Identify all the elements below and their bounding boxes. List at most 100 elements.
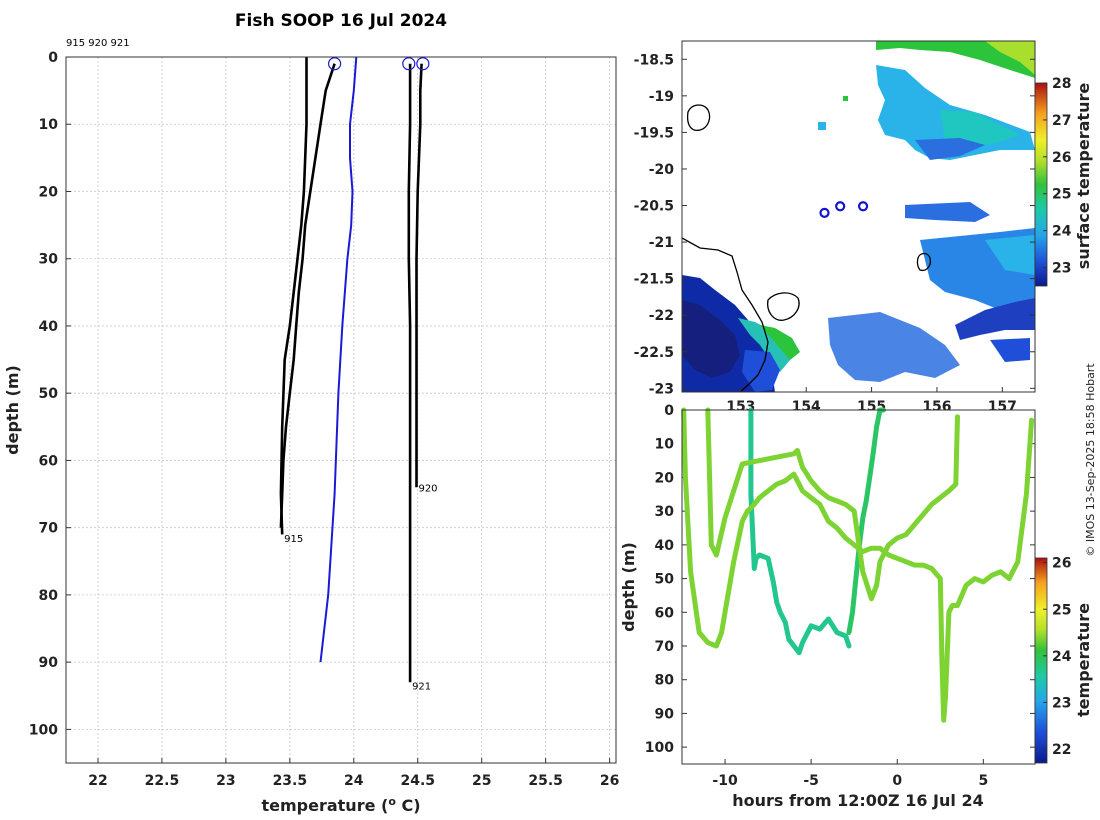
time-depth-y-ticks: 0 10 20 30 40 50 60 70 80 90 100 [645,403,1035,756]
profile-end-label: 921 [412,682,431,693]
profile-ids-note: 915 920 921 [66,38,130,49]
profile-x-tick-label: 25 [472,773,491,789]
sst-map: -18.5 -19 -19.5 -20 -20.5 -21 -21.5 -22 -22.5 -23… [634,40,1093,415]
map-station-915 [857,201,869,212]
profile-y-tick-label: 30 [39,252,59,268]
profile-y-tick-label: 0 [48,50,58,66]
map-station-921 [819,207,830,218]
profile-x-tick-label: 23 [216,773,235,789]
profile-surface-marker [402,57,416,71]
time-depth-y-tick-label: 10 [655,437,675,453]
time-depth-y-tick-label: 20 [655,470,675,486]
map-station-920 [835,201,846,212]
time-depth-y-tick-label: 100 [645,740,674,756]
map-y-tick-label: -22 [649,308,674,324]
map-colorbar-tick-label: 27 [1052,113,1071,129]
temperature-colorbar-tick-label: 24 [1052,649,1072,665]
time-depth-y-tick-label: 70 [655,639,675,655]
map-y-ticks: -18.5 -19 -19.5 -20 -20.5 -21 -21.5 -22 -22.5 -23 [634,52,1035,397]
time-depth-track-920 [846,407,886,635]
profile-x-tick-label: 26 [600,773,619,789]
profile-x-tick-label: 22.5 [145,773,180,789]
map-colorbar-label: surface temperature [1074,83,1093,270]
profile-series [279,56,430,683]
time-depth-y-tick-label: 80 [655,673,675,689]
profile-x-tick-label: 25.5 [528,773,563,789]
profile-y-tick-label: 60 [39,453,59,469]
profile-series-915 [279,63,336,528]
profile-y-ticks: 0 10 20 30 40 50 60 70 80 90 100 [29,50,71,738]
credit-text: © IMOS 13-Sep-2025 18:58 Hobart [1084,363,1097,557]
profile-surface-marker [416,57,430,71]
temperature-colorbar [1034,557,1048,764]
profile-series-915-down [279,57,308,535]
map-colorbar-ticks: 23 24 25 26 27 28 [1043,76,1072,277]
time-depth-x-tick-label: -5 [803,773,819,789]
map-y-tick-label: -19 [649,89,674,105]
profile-end-label: 915 [284,534,303,545]
profile-y-tick-label: 40 [39,319,59,335]
time-depth-x-tick-label: 5 [978,773,988,789]
time-depth-x-label: hours from 12:00Z 16 Jul 24 [732,791,983,810]
profile-series-climatology [319,56,358,663]
profile-x-tick-label: 23.5 [273,773,308,789]
time-depth-y-tick-label: 40 [655,538,675,554]
profile-x-tick-label: 24.5 [400,773,435,789]
time-depth-y-tick-label: 60 [655,605,675,621]
time-depth-area [682,410,1035,764]
map-colorbar-tick-label: 24 [1052,224,1072,240]
time-depth-y-label: depth (m) [619,542,638,632]
profile-y-tick-label: 70 [39,521,59,537]
profile-surface-marker [328,57,342,71]
profile-series-921 [407,63,412,683]
map-y-tick-label: -20 [649,162,675,178]
time-depth-x-ticks: -10 -5 0 5 [712,759,988,789]
profile-series-920 [415,63,423,488]
time-depth-track-921-leg [705,407,960,602]
chart-title: Fish SOOP 16 Jul 2024 [235,11,447,31]
map-y-tick-label: -22.5 [634,345,674,361]
temperature-colorbar-ticks: 22 23 24 25 26 [1043,556,1072,758]
profile-plot: Fish SOOP 16 Jul 2024 915 920 921 22 22.5… [3,11,619,815]
time-depth-x-tick-label: -10 [712,773,738,789]
map-colorbar-tick-label: 28 [1052,76,1071,92]
map-coastline [682,104,932,392]
profile-y-tick-label: 10 [39,117,59,133]
time-depth-plot: 0 10 20 30 40 50 60 70 80 90 100 -10 -5 0 5 hours fro… [619,403,1093,810]
temperature-colorbar-tick-label: 22 [1052,742,1071,758]
time-depth-track-915 [748,407,852,656]
profile-x-tick-label: 22 [88,773,107,789]
profile-y-tick-label: 100 [29,722,58,738]
profile-end-labels: 915 920 921 [284,483,437,692]
profile-frame [65,56,617,764]
map-colorbar [1034,82,1048,287]
map-stations [819,201,869,218]
profile-end-label: 920 [418,483,437,494]
map-y-tick-label: -18.5 [634,52,674,68]
profile-y-tick-label: 50 [39,386,59,402]
map-y-tick-label: -21.5 [634,272,674,288]
profile-x-label: temperature (o C) [261,795,420,815]
temperature-colorbar-label: temperature [1074,603,1093,717]
map-y-tick-label: -21 [649,235,674,251]
map-y-tick-label: -20.5 [634,199,674,215]
profile-y-label: depth (m) [3,365,22,455]
time-depth-y-tick-label: 30 [655,504,675,520]
time-depth-tracks [681,407,1035,723]
profile-x-ticks: 22 22.5 23 23.5 24 24.5 25 25.5 26 [88,758,619,789]
map-y-tick-label: -19.5 [634,125,674,141]
map-sst-field [682,41,1035,392]
profile-y-tick-label: 20 [39,184,59,200]
map-colorbar-tick-label: 25 [1052,187,1071,203]
time-depth-x-tick-label: 0 [892,773,902,789]
map-colorbar-tick-label: 26 [1052,150,1071,166]
time-depth-y-tick-label: 0 [664,403,674,419]
map-colorbar-tick-label: 23 [1052,261,1071,277]
time-depth-y-tick-label: 50 [655,572,675,588]
profile-plot-area [66,57,616,763]
profile-x-tick-label: 24 [344,773,364,789]
profile-y-tick-label: 80 [39,588,59,604]
map-y-tick-label: -23 [649,381,674,397]
time-depth-y-tick-label: 90 [655,706,675,722]
profile-y-tick-label: 90 [39,655,59,671]
